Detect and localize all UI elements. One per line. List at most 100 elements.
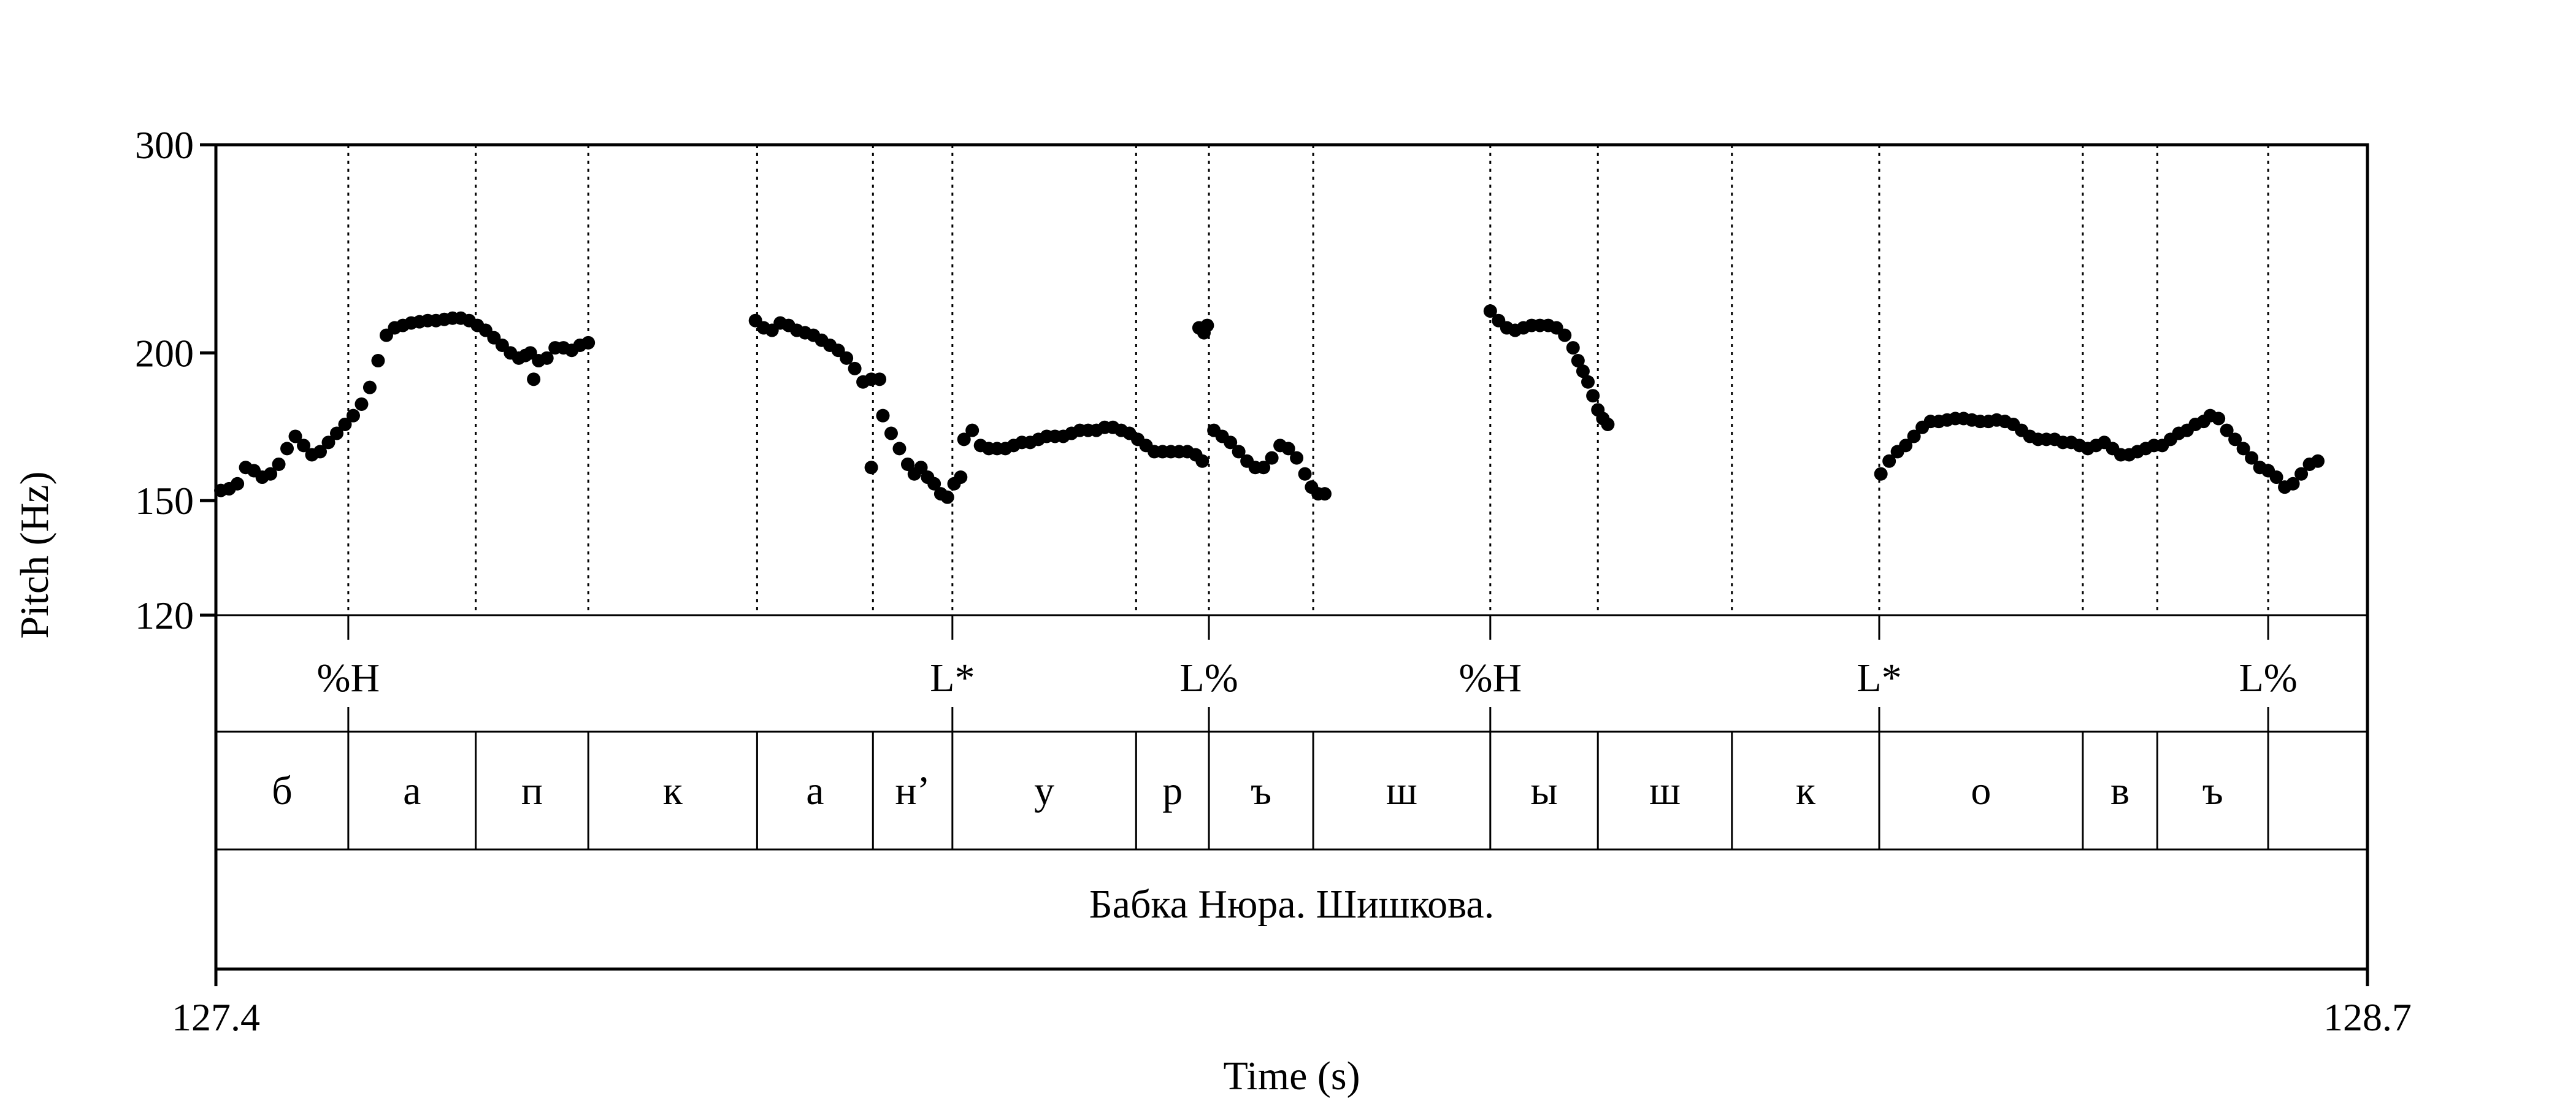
tier-frames xyxy=(214,143,2369,971)
phrase-tier: Бабка Нюра. Шишкова. xyxy=(1089,882,1494,927)
pitch-point xyxy=(1232,445,1246,459)
pitch-point xyxy=(2228,432,2242,447)
pitch-point xyxy=(840,351,854,365)
tone-label: L* xyxy=(930,656,975,700)
pitch-point xyxy=(927,477,941,491)
pitch-points xyxy=(214,304,2325,504)
x-tick-label: 127.4 xyxy=(172,995,260,1039)
x-axis-title: Time (s) xyxy=(1223,1054,1360,1098)
pitch-point xyxy=(2294,467,2309,481)
segment-label: к xyxy=(663,769,683,813)
pitch-point xyxy=(1576,364,1590,378)
pitch-point xyxy=(1281,442,1295,456)
pitch-point xyxy=(2245,451,2259,465)
pitch-point xyxy=(900,457,914,471)
pitch-point xyxy=(940,490,954,504)
pitch-point xyxy=(1899,439,1913,453)
pitch-point xyxy=(884,426,898,440)
segment-label: а xyxy=(403,769,421,813)
pitch-point xyxy=(371,354,385,368)
pitch-point xyxy=(1265,451,1279,465)
segment-label: р xyxy=(1162,769,1183,813)
pitch-point xyxy=(2212,412,2226,426)
y-axis-title: Pitch (Hz) xyxy=(12,471,57,638)
y-tick-label: 300 xyxy=(135,123,194,167)
pitch-point xyxy=(2220,423,2234,437)
tone-label: L% xyxy=(2239,656,2297,700)
y-tick-label: 200 xyxy=(135,331,194,375)
pitch-point xyxy=(965,423,979,437)
pitch-point xyxy=(1601,417,1615,431)
segment-tier: б а п к а н’ у р ъ ш ы ш к о в ъ xyxy=(272,732,2269,849)
segment-label: ъ xyxy=(1251,769,1271,813)
segment-label: к xyxy=(1796,769,1816,813)
segment-label: ш xyxy=(1649,769,1681,813)
pitch-point xyxy=(1571,354,1585,368)
segment-label: в xyxy=(2110,769,2129,813)
tone-tier: %H L* L% %H L* L% xyxy=(317,615,2298,732)
pitch-point xyxy=(313,445,328,459)
pitch-point xyxy=(1882,454,1896,468)
pitch-point xyxy=(954,470,968,485)
segment-label: б xyxy=(272,769,293,813)
y-tick-label: 120 xyxy=(135,594,194,637)
pitch-point xyxy=(873,372,887,386)
pitch-point xyxy=(1586,389,1600,403)
segment-label: ш xyxy=(1386,769,1417,813)
segment-label: п xyxy=(521,769,543,813)
pitch-point xyxy=(1290,451,1304,465)
tone-label: L% xyxy=(1179,656,1238,700)
segment-label: у xyxy=(1034,769,1054,813)
pitch-point xyxy=(864,461,878,475)
pitch-point xyxy=(321,435,335,450)
pitch-point xyxy=(527,372,541,386)
pitch-point xyxy=(2311,454,2325,468)
phrase-label: Бабка Нюра. Шишкова. xyxy=(1089,882,1494,927)
segment-boundary-gridlines xyxy=(347,145,2269,615)
pitch-point xyxy=(280,442,294,456)
pitch-point xyxy=(1483,304,1497,318)
pitch-point xyxy=(1581,375,1595,389)
pitch-point xyxy=(1257,461,1271,475)
pitch-point xyxy=(957,432,971,447)
tone-label: %H xyxy=(1459,656,1522,700)
x-tick-label: 128.7 xyxy=(2323,995,2412,1039)
pitch-point xyxy=(1558,328,1572,342)
segment-label: а xyxy=(806,769,824,813)
pitch-point xyxy=(338,417,352,431)
pitch-point xyxy=(1298,467,1312,481)
pitch-point xyxy=(264,467,278,481)
pitch-point xyxy=(1874,467,1888,481)
tone-label: L* xyxy=(1857,656,1901,700)
segment-label: ъ xyxy=(2202,769,2223,813)
tone-label: %H xyxy=(317,656,380,700)
pitch-point xyxy=(346,408,360,423)
pitch-point xyxy=(1907,429,1921,443)
pitch-point xyxy=(231,477,245,491)
segment-label: о xyxy=(1971,769,1991,813)
pitch-point xyxy=(2269,470,2283,485)
pitch-point xyxy=(1566,341,1580,355)
y-axis: 120 150 200 300 xyxy=(135,123,216,637)
pitch-point xyxy=(355,397,369,411)
segment-label: ы xyxy=(1530,769,1557,813)
pitch-point xyxy=(329,426,343,440)
pitch-point xyxy=(1317,487,1332,501)
segment-label: н’ xyxy=(895,769,930,813)
pitch-point xyxy=(2236,442,2250,456)
pitch-point xyxy=(914,461,928,475)
pitch-point xyxy=(876,408,890,423)
x-axis: 127.4 128.7 xyxy=(172,969,2412,1039)
pitch-point xyxy=(272,457,286,471)
pitch-point xyxy=(288,429,302,443)
pitch-point xyxy=(1195,454,1209,468)
pitch-point xyxy=(1200,318,1214,332)
plot-frame xyxy=(214,143,2369,971)
pitch-point xyxy=(892,442,907,456)
pitch-point xyxy=(297,439,311,453)
pitch-point xyxy=(2286,477,2300,491)
pitch-point xyxy=(540,351,554,365)
pitch-point xyxy=(581,335,596,350)
pitch-point xyxy=(1224,435,1238,450)
